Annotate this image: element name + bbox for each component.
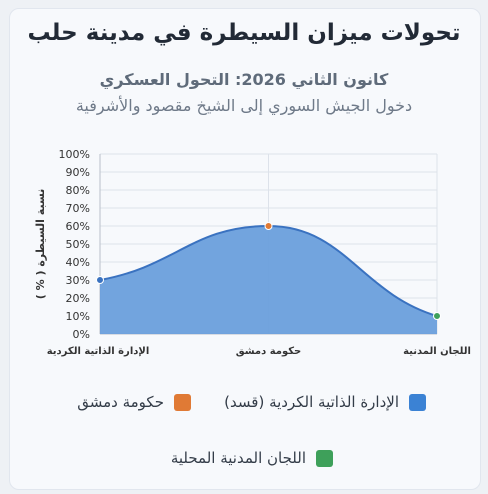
y-tick-label: 20% xyxy=(66,292,90,305)
legend-item-civil[interactable]: اللجان المدنية المحلية xyxy=(171,449,333,467)
y-tick-label: 10% xyxy=(66,310,90,323)
legend-swatch-civil xyxy=(316,449,333,467)
y-axis-label: نسبة السيطرة ( % ) xyxy=(34,189,47,300)
y-tick-label: 0% xyxy=(73,328,90,341)
y-tick-label: 70% xyxy=(66,202,90,215)
data-point xyxy=(264,222,273,230)
legend-swatch-kurdish xyxy=(409,393,426,411)
x-tick-label: حكومة دمشق xyxy=(236,346,302,357)
x-tick-label: اللجان المدنية xyxy=(403,346,471,357)
area-fill xyxy=(100,226,437,334)
legend-item-damascus[interactable]: حكومة دمشق xyxy=(77,393,191,411)
y-tick-label: 80% xyxy=(66,184,90,197)
y-tick-label: 30% xyxy=(66,274,90,287)
y-tick-label: 90% xyxy=(66,166,90,179)
legend-label-kurdish: الإدارة الذاتية الكردية (قسد) xyxy=(224,393,399,411)
data-point xyxy=(96,276,104,284)
y-tick-label: 40% xyxy=(66,256,90,269)
chart-subtitle: كانون الثاني 2026: التحول العسكري xyxy=(99,70,389,89)
legend-item-kurdish[interactable]: الإدارة الذاتية الكردية (قسد) xyxy=(224,393,426,411)
y-tick-label: 50% xyxy=(66,238,90,251)
data-point xyxy=(433,312,441,320)
legend-swatch-damascus xyxy=(174,393,191,411)
y-tick-label: 60% xyxy=(66,220,90,233)
page-title: تحولات ميزان السيطرة في مدينة حلب xyxy=(27,20,461,46)
legend-label-civil: اللجان المدنية المحلية xyxy=(170,449,306,467)
y-tick-label: 100% xyxy=(59,148,90,161)
legend-label-damascus: حكومة دمشق xyxy=(77,393,164,411)
x-tick-label: الإدارة الذاتية الكردية xyxy=(47,346,150,357)
chart-description: دخول الجيش السوري إلى الشيخ مقصود والأشر… xyxy=(75,96,413,115)
